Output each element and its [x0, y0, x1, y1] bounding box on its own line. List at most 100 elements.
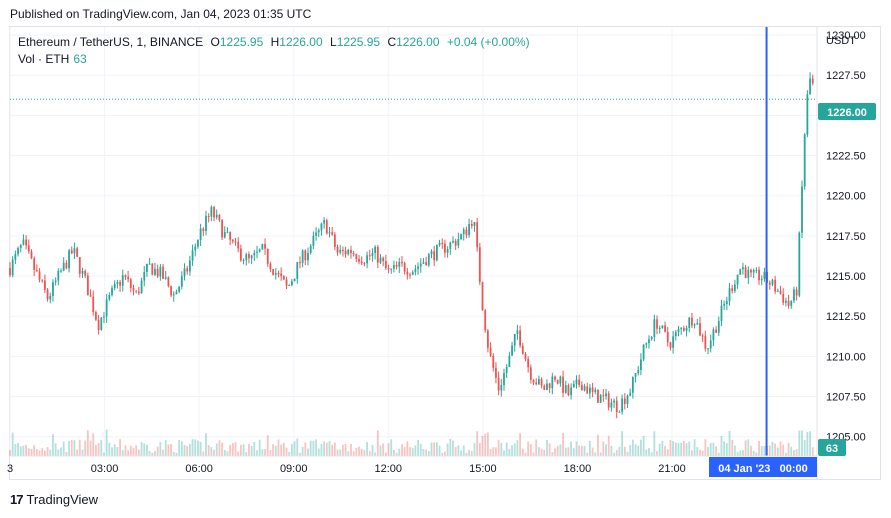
- time-tick-label: 03:00: [91, 463, 119, 475]
- volume-bar: [406, 441, 409, 456]
- price-tick-label: 1210.00: [826, 351, 866, 363]
- candle-body: [296, 262, 299, 279]
- tradingview-logo-icon: 17: [10, 492, 24, 507]
- candle-body: [758, 269, 760, 281]
- candle-body: [438, 242, 441, 245]
- volume-bar: [589, 440, 591, 456]
- volume-bar: [156, 446, 159, 456]
- candle-body: [65, 262, 68, 269]
- volume-bar: [366, 442, 368, 456]
- candle-body: [92, 296, 95, 313]
- volume-bar: [562, 432, 564, 456]
- candle-body: [41, 279, 44, 281]
- candle-body: [135, 290, 138, 292]
- volume-bar: [194, 439, 197, 456]
- volume-bar: [809, 431, 811, 456]
- candle-body: [35, 269, 38, 272]
- candle-body: [742, 267, 744, 270]
- candle-body: [54, 280, 57, 283]
- volume-bar: [476, 431, 479, 456]
- candle-body: [546, 383, 548, 390]
- candle-body: [304, 250, 307, 261]
- candle-body: [720, 305, 723, 322]
- candle-body: [752, 270, 755, 273]
- candle-body: [511, 345, 513, 356]
- candle-body: [342, 250, 344, 252]
- volume-bar: [723, 441, 726, 456]
- volume-bar: [739, 450, 742, 456]
- volume-bar: [11, 432, 14, 456]
- volume-bar: [478, 442, 481, 456]
- last-volume-badge: [818, 439, 846, 456]
- volume-bar: [744, 440, 747, 456]
- candle-body: [331, 232, 334, 235]
- candle-body: [795, 289, 798, 296]
- low-label: L: [330, 35, 337, 49]
- candle-body: [22, 239, 25, 245]
- volume-bar: [398, 448, 401, 456]
- candle-body: [481, 282, 484, 311]
- volume-bar: [325, 442, 328, 456]
- candle-body: [288, 285, 291, 287]
- price-axis[interactable]: 1230.001227.501225.001222.501220.001217.…: [816, 27, 866, 480]
- candle-body: [89, 295, 92, 297]
- volume-bar: [401, 444, 403, 456]
- crosshair-time-label: 04 Jan '23 00:00: [718, 463, 807, 475]
- volume-bar: [543, 449, 546, 456]
- volume-bar: [693, 439, 696, 456]
- volume-bar: [433, 442, 436, 456]
- candle-body: [615, 400, 618, 412]
- volume-bar: [532, 452, 535, 456]
- candle-body: [170, 286, 172, 296]
- candle-body: [256, 251, 258, 253]
- volume-bar: [374, 452, 377, 456]
- volume-bar: [511, 445, 513, 456]
- candle-body: [419, 263, 422, 267]
- volume-bar: [143, 443, 146, 456]
- volume-bar: [454, 447, 457, 456]
- candle-body: [484, 310, 487, 331]
- volume-bar: [129, 445, 132, 456]
- candle-body: [521, 345, 524, 355]
- candle-body: [556, 379, 559, 384]
- volume-bar: [234, 442, 237, 456]
- volume-bar: [124, 445, 127, 456]
- volume-bar: [444, 451, 446, 456]
- candle-body: [387, 267, 390, 270]
- candle-body: [250, 255, 253, 259]
- volume-bar: [430, 442, 433, 456]
- volume-bar: [602, 441, 605, 456]
- volume-bar: [508, 448, 511, 456]
- candle-body: [277, 273, 280, 275]
- candle-body: [559, 376, 562, 384]
- candle-body: [790, 300, 793, 306]
- volume-bar: [312, 440, 315, 456]
- footer-branding: 17 TradingView: [10, 492, 98, 507]
- volume-bar: [54, 443, 57, 456]
- candle-body: [103, 316, 105, 318]
- volume-bar: [253, 441, 256, 456]
- grid-lines: [9, 27, 817, 456]
- candle-body: [363, 263, 366, 265]
- candle-body: [301, 250, 304, 264]
- volume-bar: [60, 447, 62, 456]
- candle-body: [355, 253, 358, 260]
- volume-bar: [527, 441, 530, 456]
- candle-body: [811, 78, 814, 84]
- candle-body: [347, 249, 350, 255]
- candle-body: [245, 254, 248, 260]
- volume-bar: [484, 433, 487, 456]
- volume-bar: [650, 452, 653, 456]
- candle-body: [728, 288, 731, 302]
- volume-bar: [452, 440, 454, 456]
- time-axis[interactable]: 3 03:00 06:00 09:00 12:00 15:00 18:00 21:00: [7, 455, 817, 475]
- volume-bar: [492, 447, 495, 456]
- volume-bar: [52, 434, 54, 456]
- candle-body: [100, 317, 103, 330]
- candle-body: [366, 255, 368, 264]
- candle-body: [578, 379, 581, 385]
- candle-body: [750, 269, 752, 273]
- candle-body: [696, 323, 699, 325]
- volume-bar: [554, 448, 556, 456]
